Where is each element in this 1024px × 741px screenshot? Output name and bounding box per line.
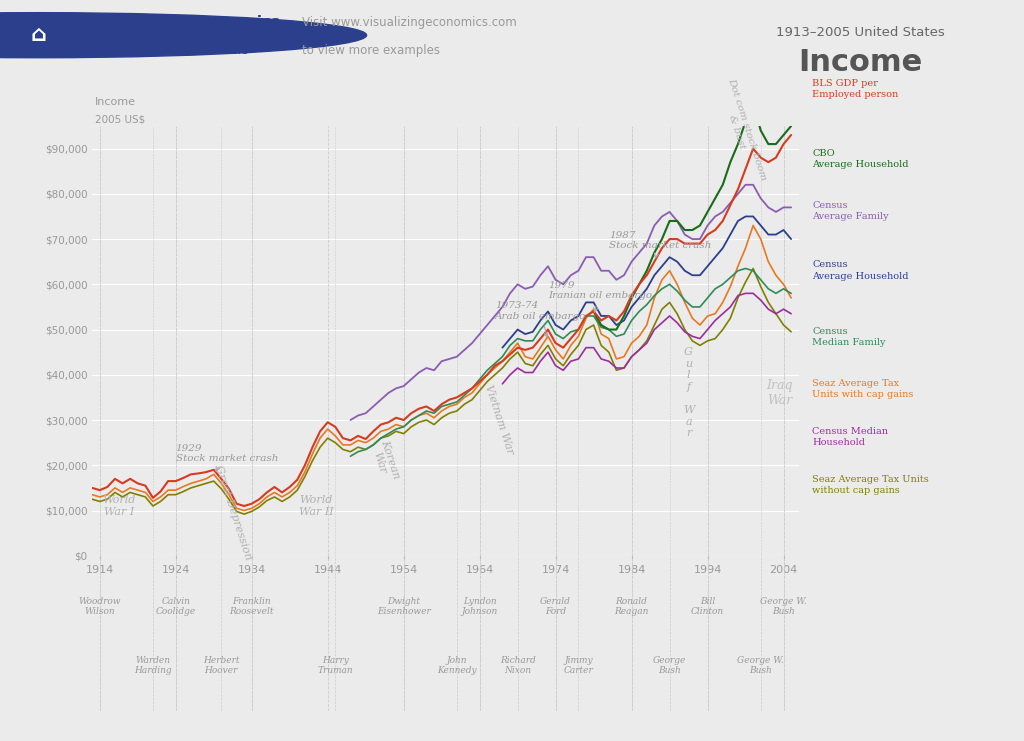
Text: Jimmy
Carter: Jimmy Carter	[563, 656, 593, 675]
Text: Seaz Average Tax
Units with cap gains: Seaz Average Tax Units with cap gains	[812, 379, 913, 399]
Text: Making the: Making the	[92, 46, 158, 56]
Text: Census
Median Family: Census Median Family	[812, 327, 886, 348]
Text: Dot com stock boom
& bust: Dot com stock boom & bust	[716, 77, 768, 185]
Text: ⌂: ⌂	[31, 25, 47, 45]
Text: Warden
Harding: Warden Harding	[134, 656, 172, 675]
Text: Visit www.visualizingeconomics.com: Visit www.visualizingeconomics.com	[302, 16, 517, 29]
Text: BLS GDP per
Employed person: BLS GDP per Employed person	[812, 79, 898, 99]
Text: 1973-74
Arab oil embargo: 1973-74 Arab oil embargo	[495, 301, 586, 337]
Text: Herbert
Hoover: Herbert Hoover	[203, 656, 240, 675]
Text: Calvin
Coolidge: Calvin Coolidge	[156, 597, 196, 616]
Text: Gerald
Ford: Gerald Ford	[541, 597, 571, 616]
Text: Visible: Visible	[208, 46, 248, 56]
Text: John
Kennedy: John Kennedy	[437, 656, 476, 675]
Text: Dwight
Eisenhower: Dwight Eisenhower	[377, 597, 430, 616]
Text: CBO
Average Household: CBO Average Household	[812, 149, 908, 170]
Text: Invisible Hand: Invisible Hand	[141, 46, 220, 56]
Text: 2005 US$: 2005 US$	[95, 115, 145, 124]
Text: World
War I: World War I	[102, 495, 135, 516]
Text: Bill
Clinton: Bill Clinton	[691, 597, 724, 616]
Text: 1979
Iranian oil embargo: 1979 Iranian oil embargo	[548, 281, 652, 312]
Text: Seaz Average Tax Units
without cap gains: Seaz Average Tax Units without cap gains	[812, 475, 929, 496]
Text: George W.
Bush: George W. Bush	[737, 656, 784, 675]
Text: Lyndon
Johnson: Lyndon Johnson	[462, 597, 498, 616]
Text: Census
Average Household: Census Average Household	[812, 260, 908, 281]
Text: Franklin
Roosevelt: Franklin Roosevelt	[229, 597, 274, 616]
Text: George
Bush: George Bush	[653, 656, 686, 675]
Text: Iraq
War: Iraq War	[767, 379, 793, 407]
Text: Ronald
Reagan: Ronald Reagan	[614, 597, 649, 616]
Text: 1929
Stock market crash: 1929 Stock market crash	[176, 444, 279, 471]
Text: to view more examples: to view more examples	[302, 44, 440, 57]
Text: Income: Income	[798, 48, 923, 77]
Text: 1987
Stock market crash: 1987 Stock market crash	[609, 231, 711, 258]
Text: George W.
Bush: George W. Bush	[760, 597, 807, 616]
Text: Visualizing Economics: Visualizing Economics	[92, 15, 281, 30]
Text: Income: Income	[95, 98, 136, 107]
Text: Richard
Nixon: Richard Nixon	[500, 656, 536, 675]
Text: Vietnam War: Vietnam War	[482, 384, 515, 456]
Text: 1913–2005 United States: 1913–2005 United States	[776, 26, 944, 39]
Text: Harry
Truman: Harry Truman	[317, 656, 353, 675]
Text: Census Median
Household: Census Median Household	[812, 427, 888, 448]
Text: Woodrow
Wilson: Woodrow Wilson	[79, 597, 121, 616]
Circle shape	[0, 13, 367, 58]
Text: Census
Average Family: Census Average Family	[812, 201, 889, 222]
Text: G
u
l
f

W
a
r: G u l f W a r	[683, 348, 694, 439]
Text: Korean
War: Korean War	[369, 438, 401, 483]
Text: Great Depression: Great Depression	[213, 464, 253, 562]
Text: World
War II: World War II	[299, 495, 334, 516]
